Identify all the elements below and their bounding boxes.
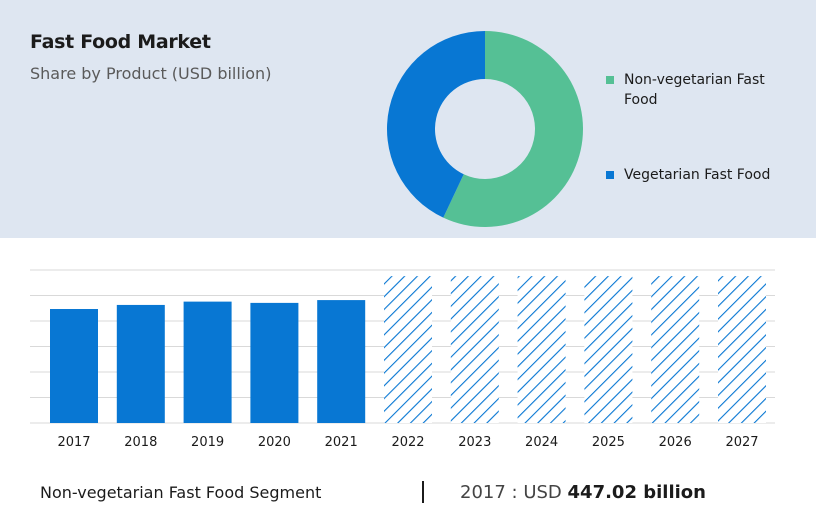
donut-slice-0: [443, 31, 583, 227]
x-tick-label-2017: 2017: [57, 435, 90, 450]
bar-2021: [317, 300, 366, 423]
legend-swatch-vegetarian: [606, 171, 614, 179]
bar-forecast-2022: [384, 276, 432, 423]
bar-2017: [50, 309, 98, 423]
chart-subtitle: Share by Product (USD billion): [30, 64, 272, 83]
legend-item-vegetarian: Vegetarian Fast Food: [606, 165, 770, 185]
x-tick-label-2022: 2022: [391, 435, 424, 450]
segment-value-amount: 447.02 billion: [567, 482, 706, 503]
bar-forecast-2027: [718, 276, 766, 423]
bar-2018: [116, 304, 165, 423]
segment-value: 2017 : USD 447.02 billion: [460, 482, 706, 503]
bar-chart: 2017 2018 2019 2020 2021 2022 2023 2024 2025 2026…: [30, 269, 775, 450]
donut-chart: [387, 31, 583, 227]
bar-forecast-2024: [517, 276, 566, 423]
bar-forecast-2025: [584, 276, 633, 423]
legend-label-vegetarian: Vegetarian Fast Food: [624, 167, 771, 183]
x-tick-label-2025: 2025: [592, 435, 625, 450]
x-tick-label-2027: 2027: [725, 435, 758, 450]
segment-year-prefix: 2017 : USD: [460, 482, 562, 503]
bar-forecast-2026: [651, 276, 700, 423]
segment-label: Non-vegetarian Fast Food Segment: [40, 483, 322, 502]
x-tick-label-2020: 2020: [258, 435, 291, 450]
legend-swatch-non-vegetarian: [606, 76, 614, 84]
legend-item-non-vegetarian: Non-vegetarian Fast Food: [606, 70, 774, 110]
bar-2019: [183, 301, 232, 423]
x-tick-label-2018: 2018: [124, 435, 157, 450]
x-tick-label-2019: 2019: [191, 435, 224, 450]
chart-title: Fast Food Market: [30, 31, 211, 53]
x-tick-label-2024: 2024: [525, 435, 558, 450]
x-tick-label-2023: 2023: [458, 435, 491, 450]
legend-label-non-vegetarian: Non-vegetarian Fast Food: [624, 72, 765, 108]
x-tick-label-2026: 2026: [659, 435, 692, 450]
bar-2020: [250, 302, 299, 423]
donut-slice-1: [387, 31, 485, 218]
x-tick-label-2021: 2021: [325, 435, 358, 450]
bar-forecast-2023: [450, 276, 499, 423]
footer-divider: [422, 481, 424, 503]
